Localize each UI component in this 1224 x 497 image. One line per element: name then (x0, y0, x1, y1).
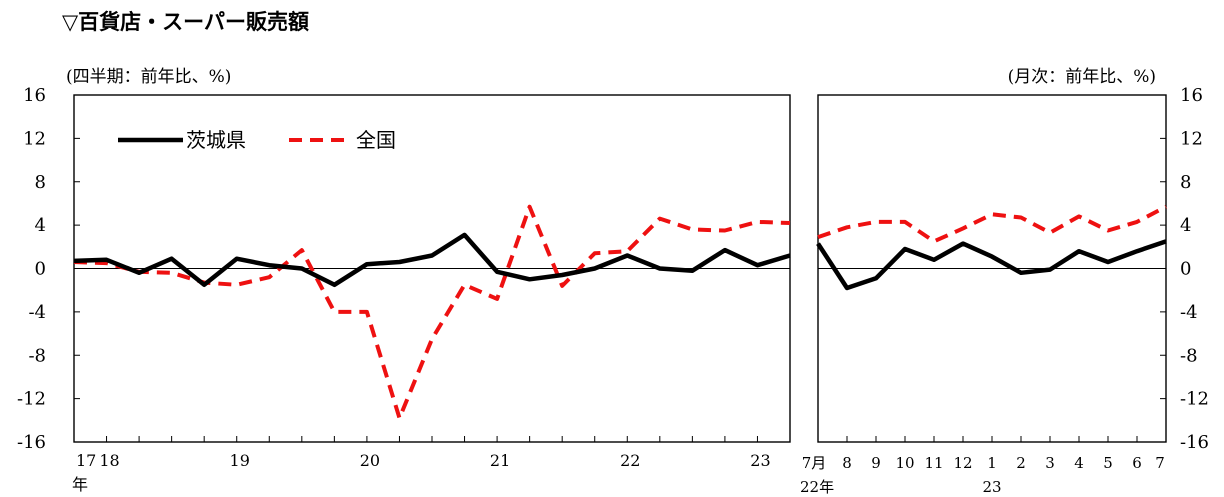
left-x-tick-label: 18 (99, 451, 119, 470)
left-x-tick-label: 20 (360, 451, 380, 470)
right-y-tick-label: -12 (1180, 389, 1209, 410)
left-series-ibaraki-line (73, 232, 791, 288)
right-x-tick-label: 2 (1016, 454, 1026, 472)
right-x-tick-label: 9 (871, 454, 881, 472)
left-y-tick-label: -12 (17, 389, 46, 410)
right-y-tick-label: -8 (1180, 345, 1198, 366)
right-x-tick-label: 10 (895, 454, 914, 472)
right-x-tick-label: 4 (1074, 454, 1084, 472)
left-y-tick-label: 12 (23, 128, 46, 149)
left-y-tick-label: 8 (35, 172, 46, 193)
right-x-tick-label: 8 (842, 454, 852, 472)
left-x-tick-label: 19 (230, 451, 250, 470)
right-y-tick-label: 8 (1180, 172, 1191, 193)
right-x-tick-label: 5 (1103, 454, 1113, 472)
right-x-tick-label: 7月 (802, 454, 827, 472)
chart-title: ▽百貨店・スーパー販売額 (62, 10, 309, 34)
right-y-tick-label: 16 (1180, 85, 1203, 106)
legend-ibaraki-label: 茨城県 (186, 128, 246, 152)
left-y-tick-label: 4 (35, 215, 46, 236)
right-year-label-23: 23 (982, 478, 1001, 496)
left-y-tick-label: 16 (23, 85, 46, 106)
right-y-tick-label: 0 (1180, 259, 1191, 280)
left-y-tick-label: -8 (28, 345, 46, 366)
left-x-tick-label: 17 (76, 451, 96, 470)
left-series-national-line (73, 204, 791, 421)
left-x-tick-label: 21 (490, 451, 510, 470)
right-x-tick-label: 7 (1155, 454, 1165, 472)
left-x-tick-label: 22 (620, 451, 640, 470)
right-x-tick-label: 1 (987, 454, 997, 472)
right-y-tick-label: 4 (1180, 215, 1191, 236)
right-x-tick-label: 3 (1045, 454, 1055, 472)
right-series-national-line (817, 204, 1167, 244)
right-series-ibaraki-line (816, 239, 1167, 291)
left-y-tick-label: -16 (17, 432, 46, 453)
left-unit-label: (四半期：前年比、%) (66, 67, 231, 87)
left-x-tick-label: 23 (750, 451, 770, 470)
right-x-tick-label: 6 (1132, 454, 1142, 472)
right-y-tick-label: -4 (1180, 302, 1198, 323)
right-x-tick-label: 12 (953, 454, 972, 472)
left-y-tick-label: 0 (35, 259, 46, 280)
right-year-label-22: 22年 (800, 478, 834, 496)
right-y-tick-label: 12 (1180, 128, 1203, 149)
right-y-tick-label: -16 (1180, 432, 1209, 453)
legend-national-label: 全国 (356, 128, 396, 152)
left-x-unit-label: 年 (72, 475, 88, 494)
right-x-tick-label: 11 (924, 454, 943, 472)
left-y-tick-label: -4 (28, 302, 46, 323)
right-unit-label: (月次：前年比、%) (1008, 67, 1156, 87)
